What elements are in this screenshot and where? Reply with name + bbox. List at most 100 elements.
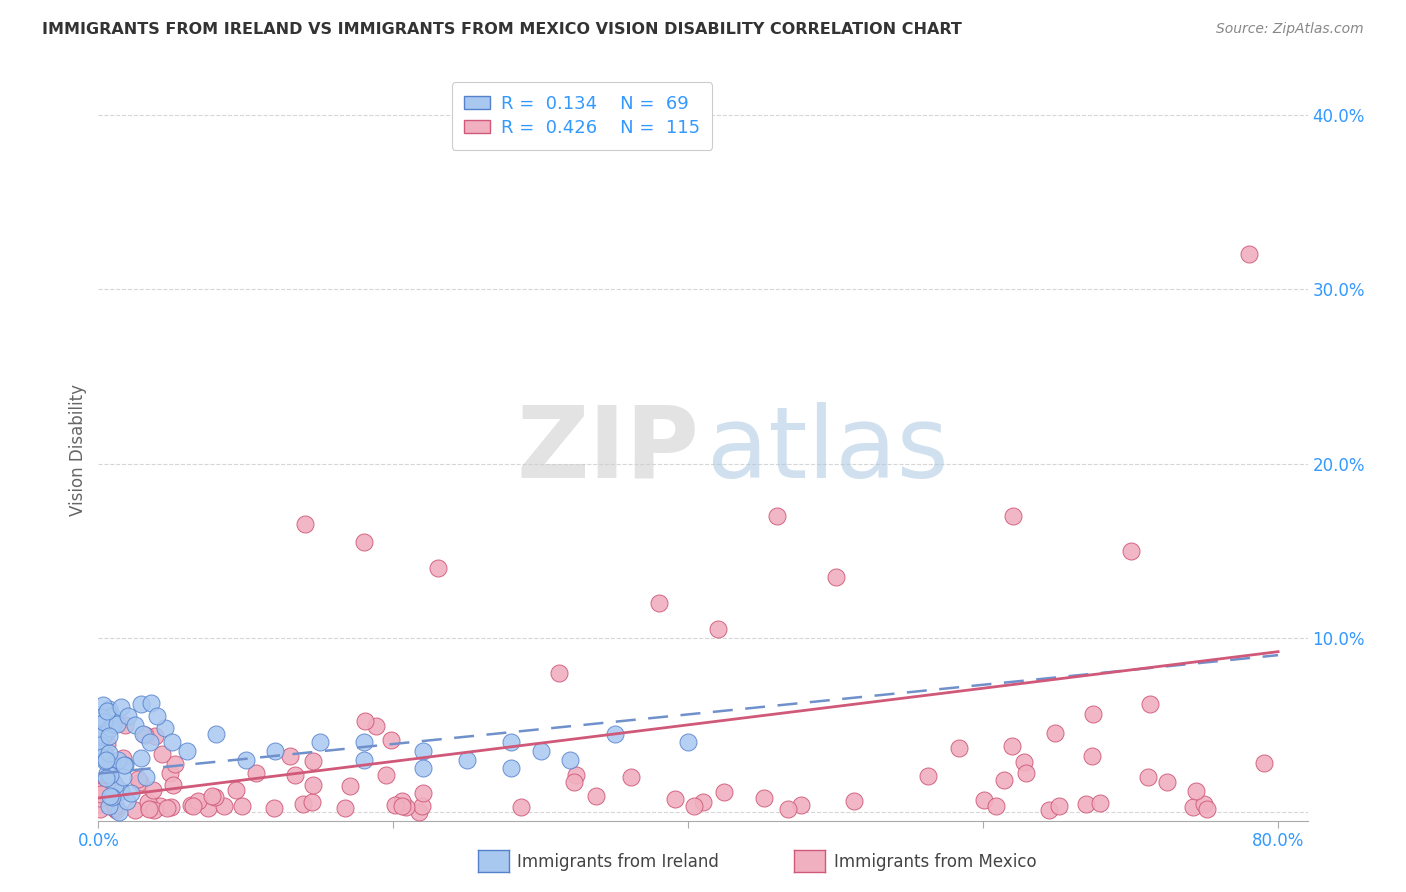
Point — [141, 696, 163, 710]
Point — [204, 790, 226, 805]
Point — [97, 702, 120, 716]
Point — [149, 799, 172, 814]
Point — [93, 726, 115, 740]
Point — [181, 799, 204, 814]
Point — [1047, 799, 1070, 814]
Point — [134, 728, 156, 742]
Point — [706, 622, 728, 636]
Point — [143, 730, 166, 744]
Point — [104, 803, 127, 817]
Point — [110, 784, 132, 798]
Point — [129, 751, 152, 765]
Point — [98, 746, 121, 760]
Point — [104, 797, 127, 812]
Point — [89, 783, 111, 797]
Point — [98, 798, 121, 813]
Point — [146, 709, 169, 723]
Point — [560, 753, 582, 767]
Y-axis label: Vision Disability: Vision Disability — [69, 384, 87, 516]
Point — [110, 700, 132, 714]
Point — [263, 801, 285, 815]
Point — [111, 750, 134, 764]
Point — [333, 801, 356, 815]
Point — [98, 784, 121, 798]
Point — [114, 718, 136, 732]
Point — [89, 738, 111, 752]
Point — [160, 735, 183, 749]
Point — [107, 752, 129, 766]
Point — [212, 799, 235, 814]
Point — [562, 775, 585, 789]
Point — [225, 782, 247, 797]
Point — [510, 800, 533, 814]
Point — [302, 754, 325, 768]
Point — [391, 794, 413, 808]
Point — [1139, 697, 1161, 711]
Point — [1253, 756, 1275, 770]
Point — [354, 714, 377, 728]
Point — [160, 800, 183, 814]
Point — [530, 744, 553, 758]
Point — [648, 596, 671, 610]
Text: Immigrants from Ireland: Immigrants from Ireland — [517, 853, 720, 871]
Point — [96, 771, 118, 785]
Point — [294, 517, 316, 532]
Point — [98, 721, 121, 735]
Point — [111, 770, 134, 784]
Point — [380, 732, 402, 747]
Point — [790, 797, 813, 812]
Point — [197, 800, 219, 814]
Point — [948, 741, 970, 756]
Point — [180, 797, 202, 812]
Point — [112, 758, 135, 772]
Point — [153, 721, 176, 735]
Point — [754, 791, 776, 805]
Point — [94, 753, 117, 767]
Point — [264, 744, 287, 758]
Point — [585, 789, 607, 804]
Point — [395, 800, 418, 814]
Point — [692, 795, 714, 809]
Point — [302, 778, 325, 792]
Point — [150, 747, 173, 761]
Point — [89, 791, 111, 805]
Point — [90, 780, 112, 795]
Point — [366, 719, 388, 733]
Point — [603, 726, 626, 740]
Point — [375, 768, 398, 782]
Text: ZIP: ZIP — [516, 402, 699, 499]
Point — [120, 786, 142, 800]
Point — [1184, 784, 1206, 798]
Text: atlas: atlas — [707, 402, 948, 499]
Point — [93, 714, 115, 729]
Point — [1119, 543, 1142, 558]
Point — [90, 783, 112, 797]
Point — [456, 753, 478, 767]
Point — [353, 535, 375, 549]
Point — [138, 801, 160, 815]
Point — [93, 746, 115, 760]
Point — [89, 802, 111, 816]
Text: IMMIGRANTS FROM IRELAND VS IMMIGRANTS FROM MEXICO VISION DISABILITY CORRELATION : IMMIGRANTS FROM IRELAND VS IMMIGRANTS FR… — [42, 22, 962, 37]
Point — [842, 794, 865, 808]
Point — [1001, 739, 1024, 753]
Point — [135, 770, 157, 784]
Point — [1014, 755, 1036, 769]
Point — [1137, 770, 1160, 784]
Point — [1081, 706, 1104, 721]
Point — [765, 508, 787, 523]
Point — [104, 778, 127, 792]
Point — [1181, 800, 1204, 814]
Point — [548, 665, 571, 680]
Point — [187, 793, 209, 807]
Point — [103, 801, 125, 815]
Point — [127, 772, 149, 787]
Point — [114, 758, 136, 772]
Point — [89, 723, 111, 738]
Point — [501, 761, 523, 775]
Point — [278, 749, 301, 764]
Point — [412, 786, 434, 800]
Point — [89, 733, 111, 747]
Point — [100, 758, 122, 772]
Point — [426, 561, 449, 575]
